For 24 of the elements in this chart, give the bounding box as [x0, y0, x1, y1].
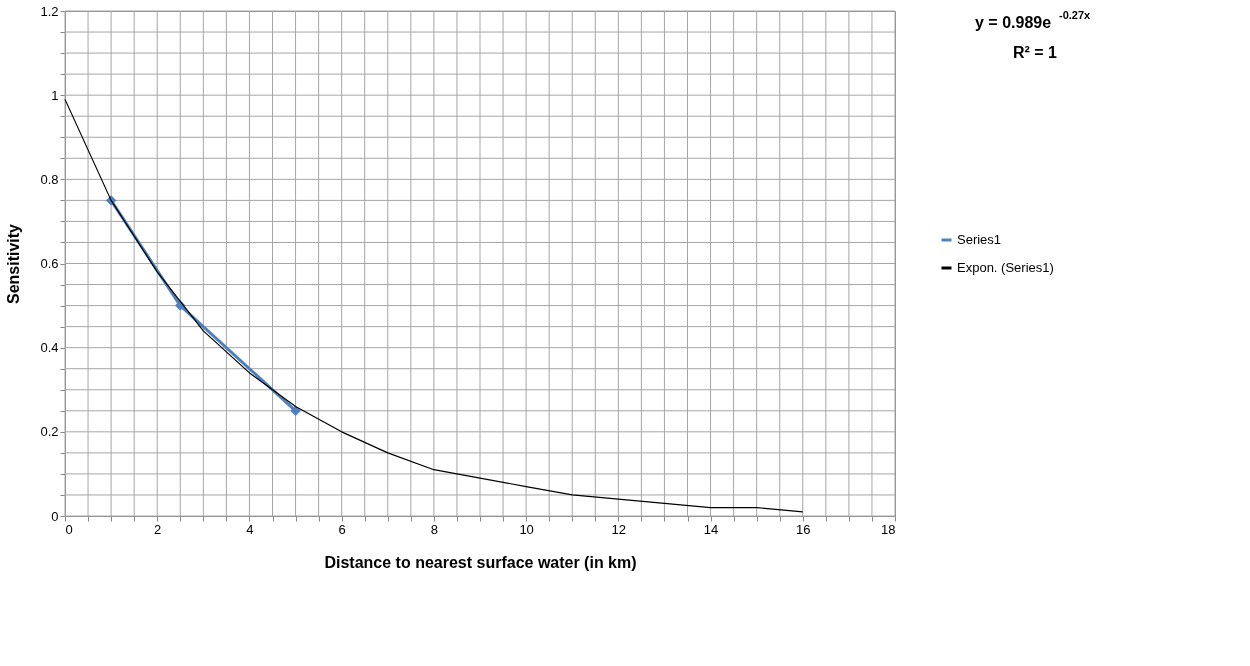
y-tick-label: 0.6	[40, 256, 59, 271]
x-tick-label: 10	[519, 521, 534, 537]
x-tick-label: 18	[881, 521, 896, 537]
x-tick-label: 6	[338, 521, 346, 537]
text: R² = 1	[1012, 44, 1058, 61]
x-tick-label: 12	[611, 521, 627, 537]
x-tick-label: 2	[154, 521, 162, 537]
y-tick-label: 0.4	[40, 340, 59, 356]
y-tick-label: 0	[51, 508, 59, 524]
x-tick-label: 14	[703, 521, 719, 537]
y-tick-label: 1.2	[40, 3, 59, 19]
text: y = 0.989e-0.27x	[975, 9, 1092, 31]
y-tick-label: 0.2	[40, 424, 59, 440]
x-tick-label: 0	[65, 521, 73, 537]
x-axis-title: Distance to nearest surface water (in km)	[324, 553, 637, 571]
line-series	[64, 98, 804, 513]
x-tick-label: 8	[430, 521, 439, 537]
x-tick-label: 4	[246, 521, 254, 537]
legend-label: Series1	[957, 232, 1002, 247]
legend-label: Expon. (Series1)	[957, 260, 1054, 275]
y-tick-label: 1	[51, 87, 59, 103]
x-tick-label: 16	[796, 521, 811, 537]
y-tick-label: 0.8	[40, 171, 59, 187]
y-axis-title: Sensitivity	[5, 223, 23, 305]
